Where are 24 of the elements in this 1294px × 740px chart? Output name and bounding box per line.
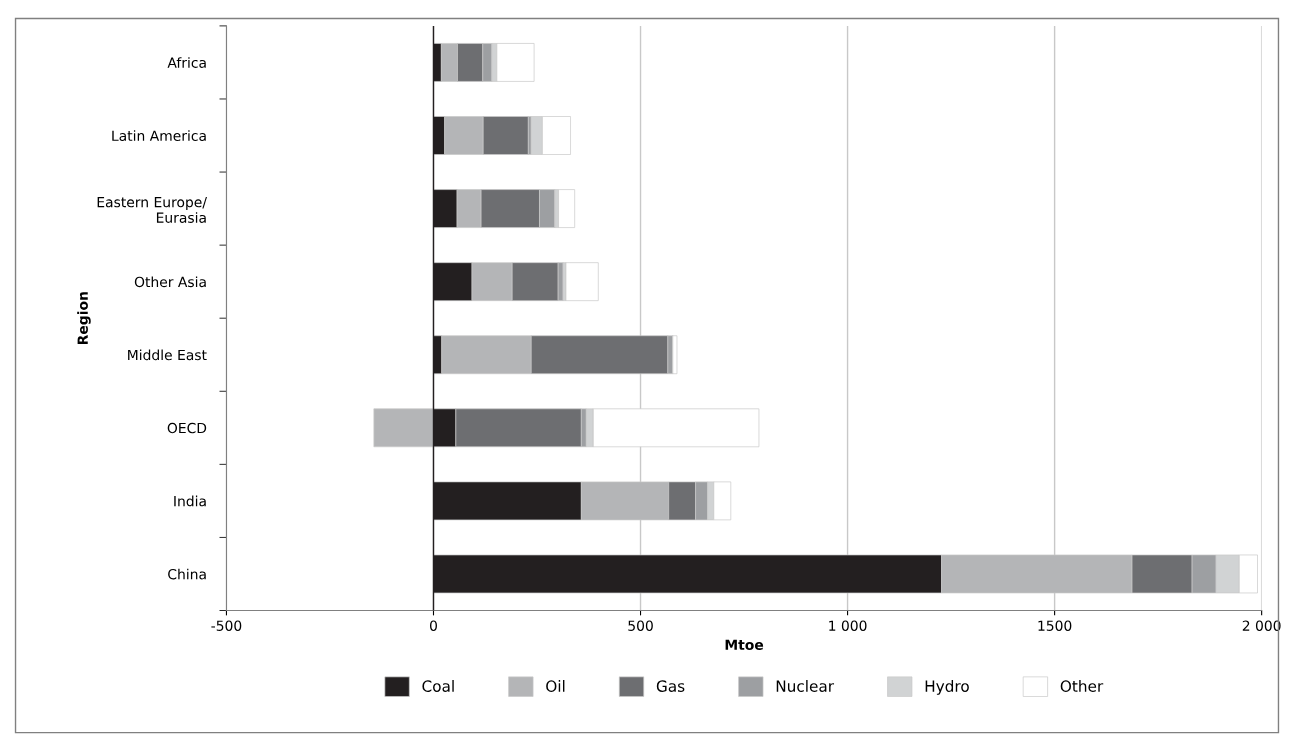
y-tick-label: Africa [167,57,206,68]
x-axis-title: Mtoe [725,639,764,650]
legend-label: Hydro [925,680,969,695]
y-tick-label: Eastern Europe/ Eurasia [97,197,207,223]
x-tick-label: 0 [429,620,437,631]
y-tick-label: Other Asia [134,276,206,288]
y-axis-title: Region [77,292,91,345]
legend-label: Oil [546,680,565,692]
y-tick-label: OECD [167,422,207,434]
x-tick-label: 500 [628,620,653,631]
bar [558,189,576,228]
x-tick-label: 1500 [1038,620,1072,631]
y-tick-label: India [174,495,206,507]
legend-label: Other [1060,680,1104,692]
bar [565,262,599,302]
y-tick-label: Middle East [128,349,207,361]
y-tick-label: China [168,568,206,580]
x-tick-label: 2 000 [1242,620,1281,631]
x-tick-label: 1 000 [829,620,867,631]
y-tick-label: Latin America [112,130,206,141]
x-tick-label: -500 [211,620,242,631]
legend-label: Coal [422,680,454,692]
legend-label: Gas [656,680,685,692]
legend-label: Nuclear [776,680,835,692]
